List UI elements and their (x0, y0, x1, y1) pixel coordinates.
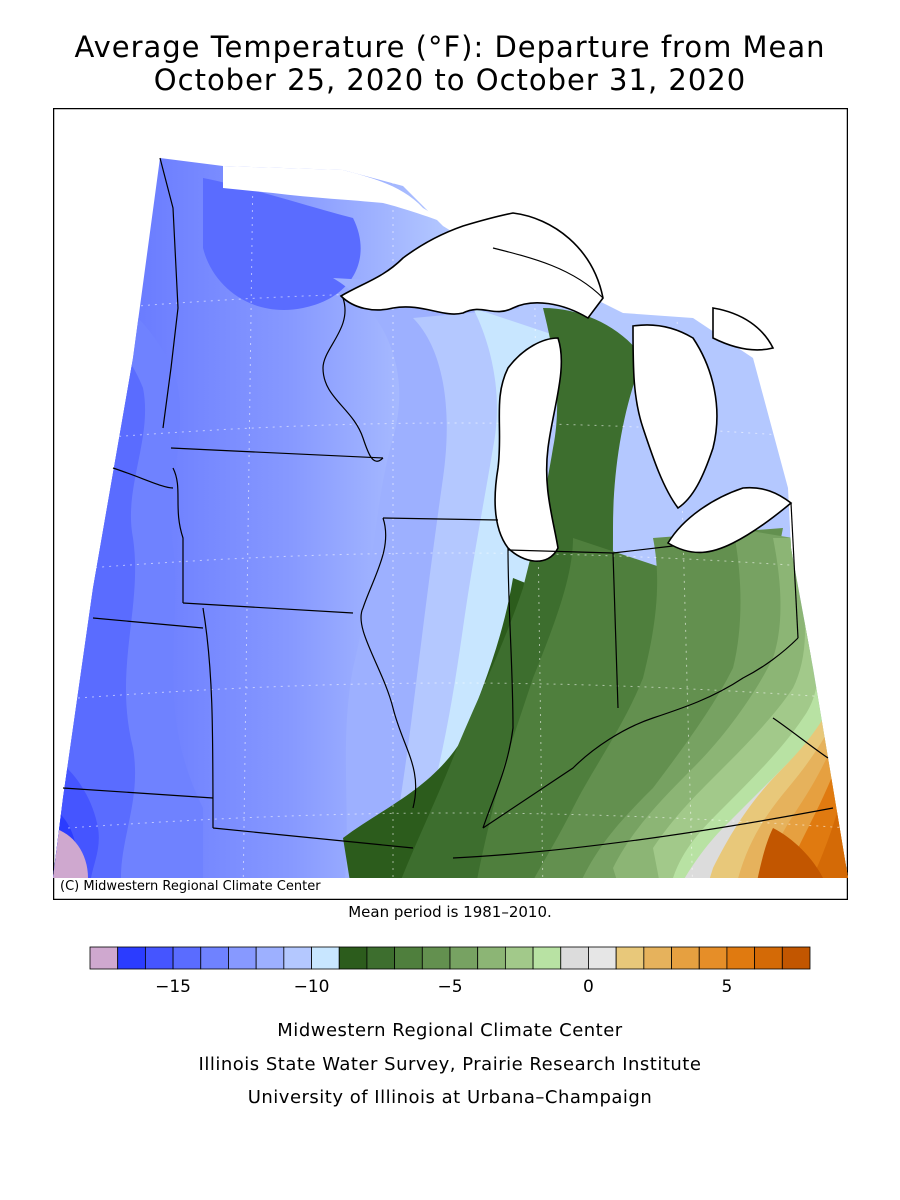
border-va-wv (772, 717, 829, 759)
legend-bin-2 (144, 946, 174, 970)
legend-bin-4 (200, 946, 229, 970)
field-band-zero (673, 648, 848, 878)
legend-bin-14 (477, 946, 506, 970)
map-credit: (C) Midwestern Regional Climate Center (56, 878, 325, 895)
border-il-in (482, 547, 514, 829)
border-ne-ks (92, 617, 204, 629)
legend-tick-label: −15 (155, 977, 191, 996)
border-mo-ar (212, 827, 414, 849)
legend-bin-18 (588, 946, 617, 970)
border-mo-ks (202, 607, 214, 829)
map-title: Average Temperature (°F): Departure from… (74, 30, 826, 64)
canada-region (223, 166, 453, 226)
color-scale-legend: −15 −10 −5 0 5 (89, 946, 811, 996)
legend-bin-9 (338, 946, 368, 970)
border-wi-il (382, 517, 499, 521)
legend-bin-15 (504, 946, 534, 970)
legend-bin-20 (643, 946, 672, 970)
mean-period-note: Mean period is 1981–2010. (348, 903, 552, 921)
legend-bin-8 (311, 946, 340, 970)
field-band-minus4 (613, 538, 813, 878)
field-band-minus8 (393, 308, 643, 878)
legend-bin-12 (421, 946, 451, 970)
state-borders (62, 157, 834, 859)
field-band-plus8 (753, 828, 823, 878)
border-mn-nd (159, 157, 179, 429)
border-ky-tn (452, 807, 834, 859)
border-mn-wi (322, 297, 384, 462)
lake-michigan (494, 337, 563, 562)
temperature-departure-map (53, 108, 848, 900)
legend-bin-13 (449, 946, 479, 970)
legend-tick-label: 0 (583, 977, 594, 996)
lake-ontario (712, 307, 775, 351)
legend-bin-7 (283, 946, 312, 970)
legend-bin-24 (754, 946, 783, 970)
map-date-range: October 25, 2020 to October 31, 2020 (153, 63, 747, 97)
border-mi-in-oh (507, 545, 674, 554)
border-ia-ne (172, 467, 184, 603)
border-mi-upper (492, 247, 604, 299)
graticule (67, 167, 848, 878)
great-lakes (339, 212, 793, 562)
border-ohio-river (482, 637, 799, 829)
legend-bin-19 (615, 946, 645, 970)
border-ok-ks (62, 787, 214, 799)
border-ia-mo (182, 602, 354, 614)
border-oh-pa (790, 502, 799, 639)
legend-bin-21 (671, 946, 700, 970)
border-mn-ia (170, 447, 384, 459)
legend-ticks: −15 −10 −5 0 5 (155, 977, 732, 996)
legend-bin-16 (532, 946, 562, 970)
field-band-minus6 (523, 528, 783, 878)
border-in-oh (612, 552, 619, 709)
legend-bin-23 (726, 946, 756, 970)
legend-bin-22 (698, 946, 728, 970)
legend-bin-17 (560, 946, 589, 970)
legend-tick-label: −10 (294, 977, 330, 996)
field-band-minus7 (473, 538, 693, 878)
legend-bin-3 (172, 946, 202, 970)
field-band-minus18 (53, 828, 88, 878)
legend-bin-25 (781, 946, 811, 970)
legend-tick-label: −5 (437, 977, 462, 996)
legend-bin-0 (89, 946, 119, 970)
legend-bin-1 (117, 946, 146, 970)
legend-bin-6 (255, 946, 285, 970)
footer-organization: Midwestern Regional Climate Center (277, 1020, 623, 1041)
footer-university: University of Illinois at Urbana–Champai… (247, 1087, 653, 1108)
legend-bin-10 (366, 946, 396, 970)
field-band-minus11 (383, 308, 528, 878)
lake-huron (632, 324, 718, 510)
field-band-minus2 (673, 628, 843, 878)
legend-tick-label: 5 (722, 977, 733, 996)
footer-survey: Illinois State Water Survey, Prairie Res… (198, 1054, 702, 1075)
field-band-plus7 (805, 758, 848, 878)
legend-bin-11 (394, 946, 423, 970)
border-il-mo (360, 517, 417, 809)
field-band-minus15-north (203, 178, 361, 310)
legend-bins (89, 946, 811, 970)
border-sd-ne (112, 467, 174, 489)
legend-bin-5 (228, 946, 257, 970)
